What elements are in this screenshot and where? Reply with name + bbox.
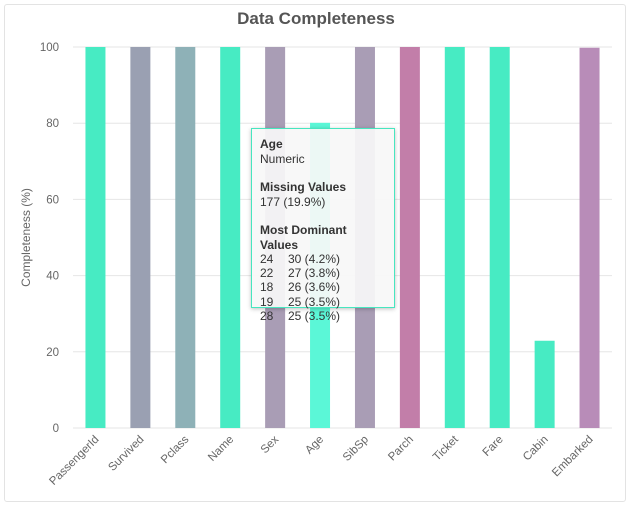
dominant-value: 22 xyxy=(260,266,274,281)
y-axis-label: Completeness (%) xyxy=(19,188,33,287)
tooltip-column-type: Numeric xyxy=(260,151,305,166)
dominant-count: 27 (3.8%) xyxy=(288,266,341,281)
x-tick-label: Fare xyxy=(481,434,506,459)
dominant-row: 19 25 (3.5%) xyxy=(260,295,340,309)
x-tick-label: Pclass xyxy=(159,433,192,466)
dominant-row: 18 26 (3.6%) xyxy=(260,280,340,294)
chart-title: Data Completeness xyxy=(237,9,395,28)
x-tick-label: Sex xyxy=(259,433,282,456)
dominant-value: 28 xyxy=(260,308,274,323)
x-tick-label: Survived xyxy=(106,434,146,474)
dominant-row: 22 27 (3.8%) xyxy=(260,266,340,280)
bar xyxy=(579,47,600,429)
tooltip-missing-header: Missing Values xyxy=(260,180,347,194)
tooltip-missing-value: 177 (19.9%) xyxy=(260,194,326,209)
x-tick-label: Parch xyxy=(386,434,416,464)
y-tick-label: 60 xyxy=(46,194,59,206)
dominant-count: 30 (4.2%) xyxy=(288,252,341,266)
x-tick-label: Name xyxy=(206,434,236,464)
bar xyxy=(85,47,106,428)
x-tick-label: Ticket xyxy=(431,433,461,463)
dominant-row: 28 25 (3.5%) xyxy=(260,309,340,323)
y-tick-label: 100 xyxy=(40,42,59,54)
dominant-count: 26 (3.6%) xyxy=(288,280,341,295)
dominant-row: 24 30 (4.2%) xyxy=(260,252,340,266)
y-tick-label: 40 xyxy=(46,271,59,283)
dominant-value: 24 xyxy=(260,252,274,266)
tooltip-dominant-header: Most Dominant Values xyxy=(260,223,347,252)
bar xyxy=(444,47,465,428)
dominant-value: 19 xyxy=(260,294,274,309)
tooltip-dominant-table: 24 30 (4.2%) 22 27 (3.8%) 18 26 (3.6%) 19 25… xyxy=(260,252,340,323)
bar xyxy=(130,47,151,428)
x-tick-label: Cabin xyxy=(521,434,551,464)
tooltip-column-name: Age xyxy=(260,137,283,151)
x-tick-label: Embarked xyxy=(550,434,596,480)
y-tick-label: 80 xyxy=(46,118,59,130)
dominant-count: 25 (3.5%) xyxy=(288,308,341,323)
bar xyxy=(220,47,241,428)
bar xyxy=(399,47,420,428)
y-tick-label: 20 xyxy=(46,347,59,359)
y-tick-label: 0 xyxy=(53,423,59,435)
x-tick-label: PassengerId xyxy=(47,434,101,488)
bar xyxy=(489,47,510,428)
bar xyxy=(534,340,555,428)
bar xyxy=(175,47,196,428)
x-tick-label: SibSp xyxy=(341,434,371,464)
dominant-count: 25 (3.5%) xyxy=(288,294,341,309)
bar-tooltip: Age Numeric Missing Values 177 (19.9%) M… xyxy=(251,128,395,323)
x-tick-label: Age xyxy=(303,434,326,457)
dominant-value: 18 xyxy=(260,280,274,295)
